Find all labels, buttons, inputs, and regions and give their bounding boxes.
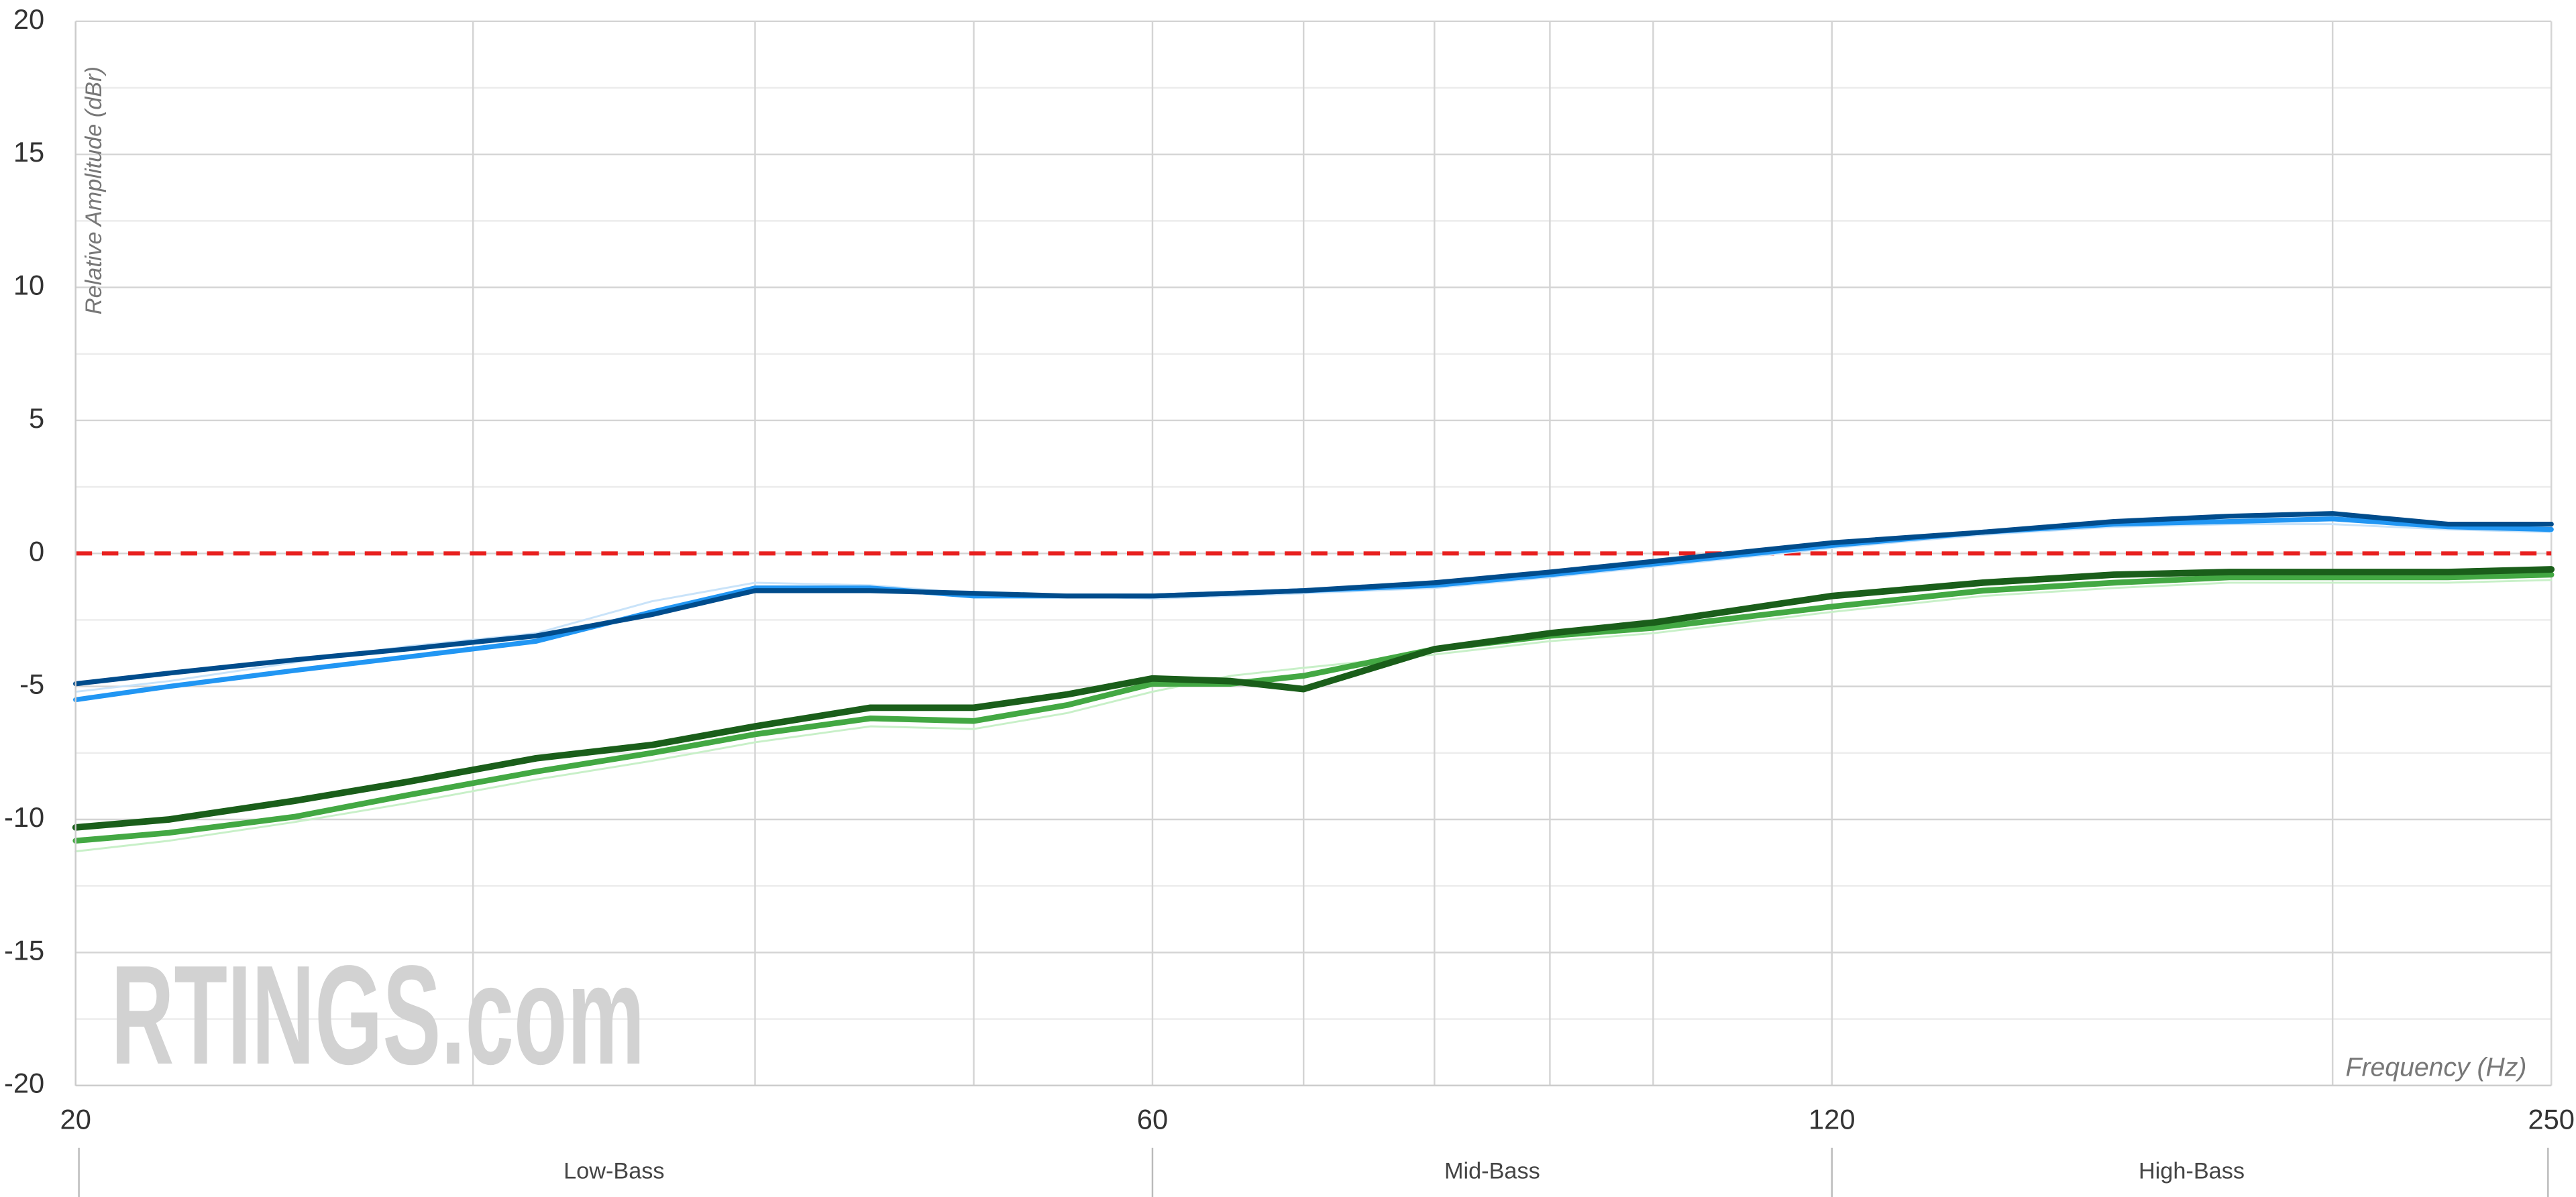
y-tick-label: -10: [4, 801, 44, 833]
y-tick-label: 5: [29, 402, 44, 434]
x-axis-label: Frequency (Hz): [2346, 1053, 2527, 1082]
band-label: Low-Bass: [564, 1159, 664, 1184]
series-line: [72, 566, 2555, 831]
x-tick-label: 120: [1809, 1104, 1855, 1135]
plot-lines: [72, 511, 2555, 853]
x-tick-label: 60: [1137, 1104, 1168, 1135]
band-label: High-Bass: [2139, 1159, 2245, 1184]
axes: -20 -15 -10 -5 0 5 10 15 20 20 60 120 250 Low-Bass Mid…: [4, 3, 2575, 1197]
y-tick-label: -5: [19, 669, 44, 700]
y-tick-label: -20: [4, 1068, 44, 1099]
x-tick-label: 20: [60, 1104, 91, 1135]
y-tick-label: -15: [4, 934, 44, 966]
series-line: [74, 523, 2553, 693]
watermark: RTINGS.com: [111, 935, 645, 1094]
band-label: Mid-Bass: [1444, 1159, 1540, 1184]
y-axis-label: Relative Amplitude (dBr): [81, 66, 107, 315]
y-tick-label: 10: [13, 270, 44, 301]
y-tick-label: 15: [13, 136, 44, 168]
series-line: [73, 511, 2554, 687]
series-line: [74, 579, 2553, 853]
y-tick-label: 0: [29, 535, 44, 567]
x-tick-label: 250: [2528, 1104, 2574, 1135]
y-tick-label: 20: [13, 3, 44, 35]
